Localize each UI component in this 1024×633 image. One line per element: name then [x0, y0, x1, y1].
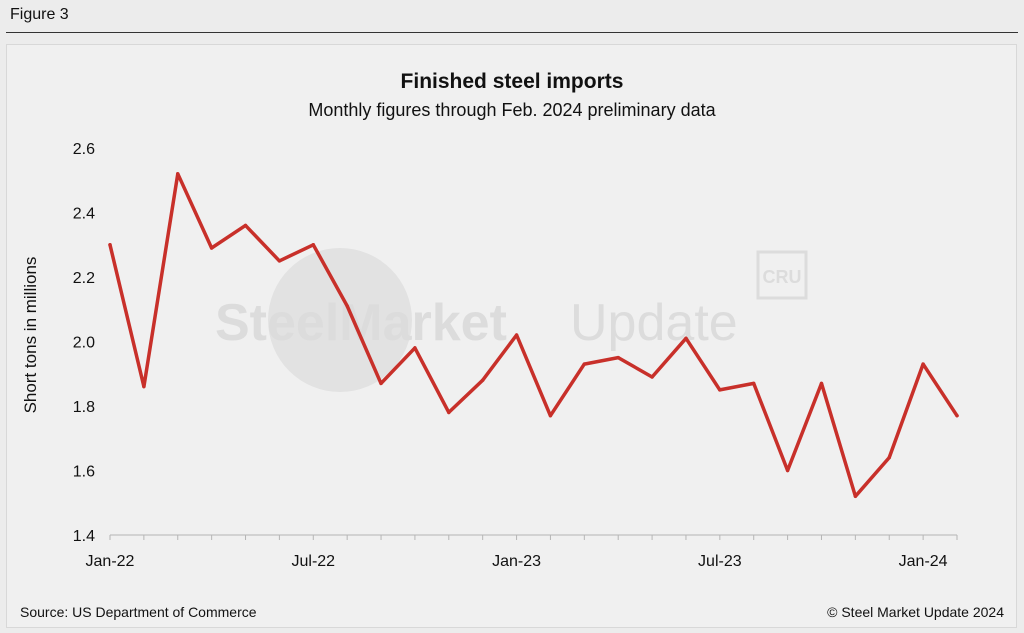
data-point: [447, 410, 451, 415]
axes: 1.4 1.6 1.8 2.0 2.2 2.4 2.6 Jan-22 Jul-22 Jan-23 J…: [73, 141, 958, 570]
top-divider: [6, 32, 1018, 33]
watermark-swoosh-icon: [268, 248, 412, 392]
data-point: [480, 378, 485, 382]
data-point: [718, 388, 722, 392]
y-tick-label: 2.6: [73, 141, 95, 158]
y-tick-label: 1.8: [73, 399, 95, 416]
data-point: [176, 172, 180, 176]
data-point: [413, 346, 417, 350]
data-point: [752, 381, 756, 386]
data-point: [785, 468, 790, 473]
data-point: [311, 243, 315, 247]
figure-label: Figure 3: [10, 6, 69, 23]
data-point: [684, 336, 688, 340]
y-tick-label: 2.4: [73, 206, 95, 223]
x-tick-label: Jul-23: [698, 553, 742, 570]
x-tick-label: Jan-22: [86, 553, 135, 570]
data-point: [209, 246, 214, 250]
cru-logo-icon: [756, 250, 808, 300]
data-point: [853, 494, 858, 498]
cru-logo-text: CRU: [763, 267, 802, 287]
data-point: [514, 333, 519, 337]
y-axis-title: Short tons in millions: [21, 257, 40, 414]
x-tick-label: Jan-24: [899, 553, 948, 570]
y-tick-label: 1.4: [73, 528, 95, 545]
series-line: [108, 172, 959, 499]
chart-title: Finished steel imports: [400, 70, 624, 93]
copyright-note: © Steel Market Update 2024: [827, 604, 1004, 620]
y-tick-label: 2.0: [73, 335, 95, 352]
y-tick-label: 1.6: [73, 464, 95, 481]
chart-panel: [6, 44, 1017, 628]
data-point: [921, 362, 925, 366]
data-point: [142, 384, 146, 389]
data-point: [819, 381, 824, 386]
x-tick-label: Jan-23: [492, 553, 541, 570]
data-point: [379, 381, 383, 386]
source-note: Source: US Department of Commerce: [20, 604, 257, 620]
data-point: [887, 455, 891, 460]
data-point: [243, 223, 248, 228]
x-tick-label: Jul-22: [291, 553, 335, 570]
chart-subtitle: Monthly figures through Feb. 2024 prelim…: [308, 100, 716, 120]
watermark: SteelMarket Update CRU: [215, 248, 808, 392]
y-tick-label: 2.2: [73, 270, 95, 287]
data-point: [955, 413, 959, 418]
watermark-brand-bold: SteelMarket: [215, 294, 507, 352]
data-point: [345, 304, 349, 308]
data-point: [548, 413, 553, 418]
watermark-brand-light: Update: [570, 294, 738, 352]
data-point: [616, 355, 620, 360]
data-point: [650, 375, 654, 379]
data-point: [277, 259, 282, 263]
series-group: [108, 172, 959, 499]
data-point: [108, 243, 112, 247]
data-point: [582, 362, 587, 366]
